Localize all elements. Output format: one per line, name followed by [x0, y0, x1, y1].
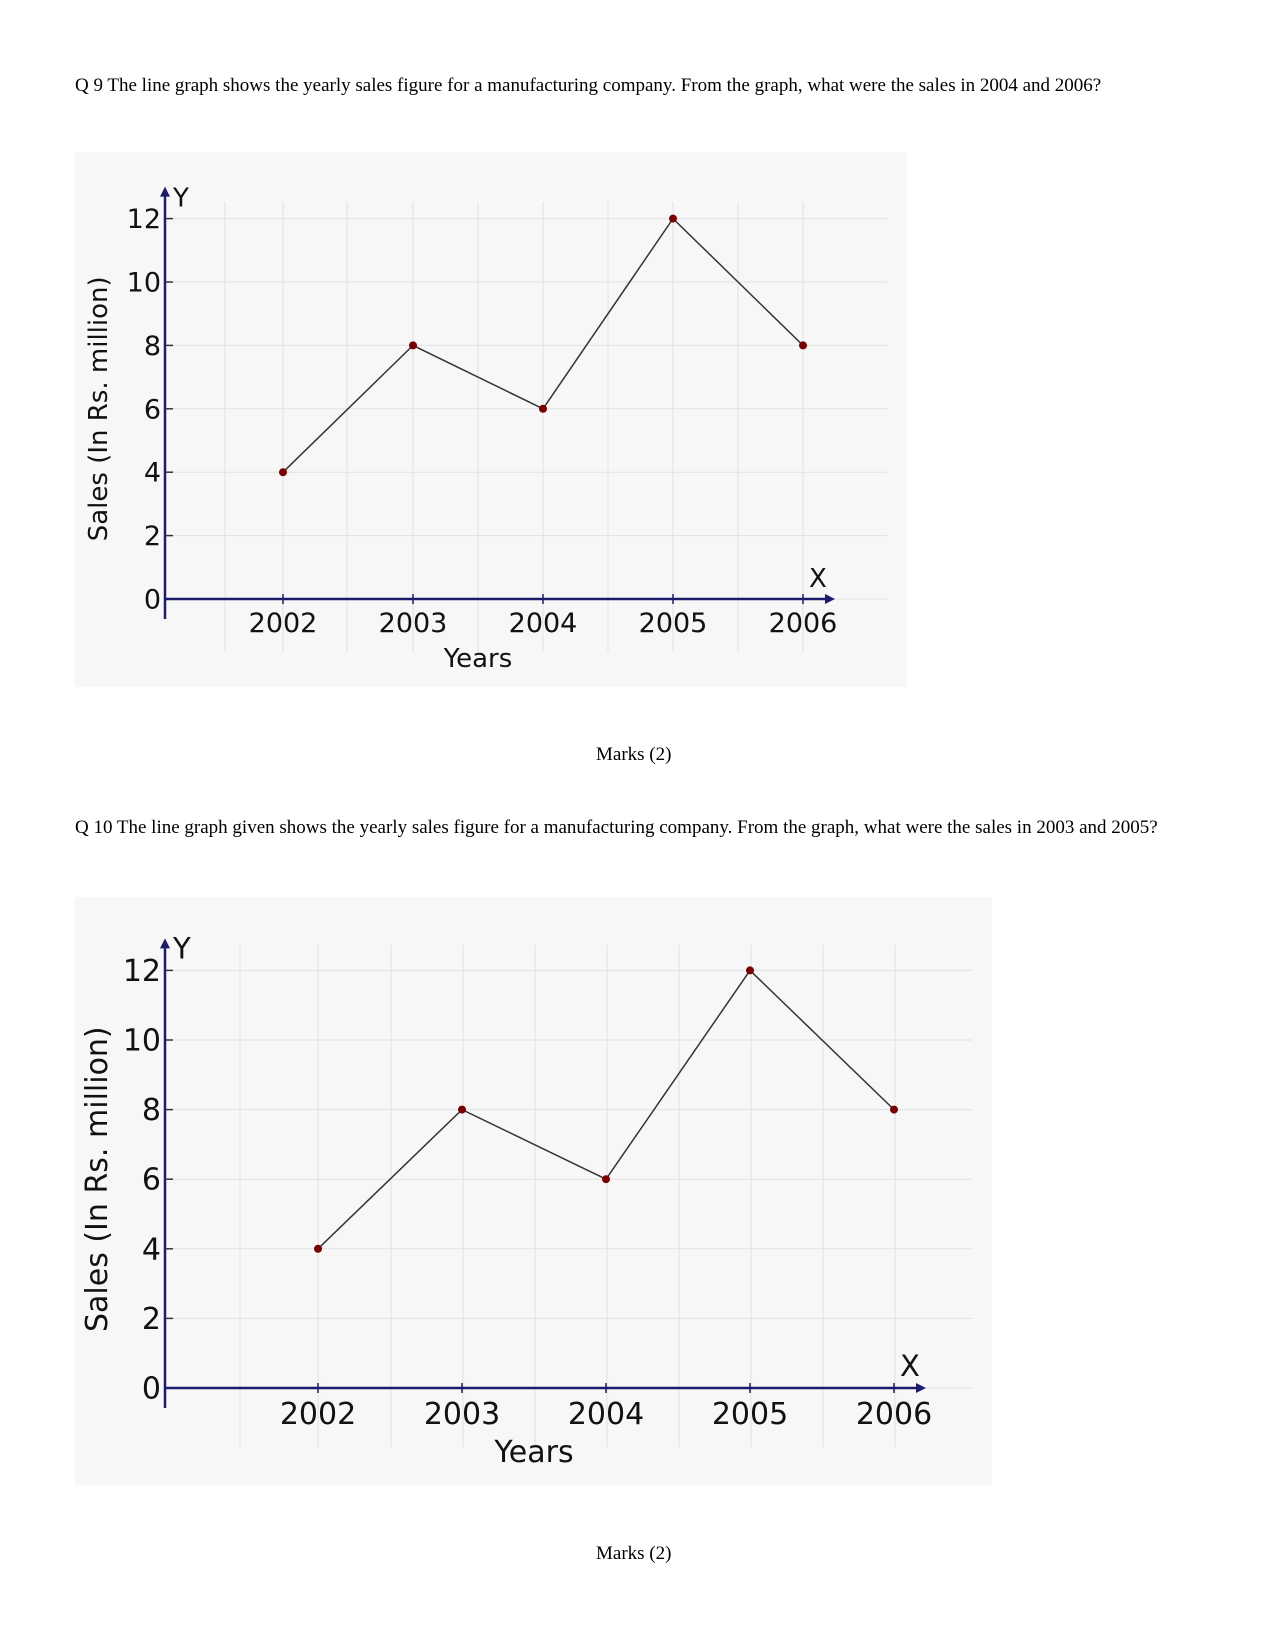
- y-tick-label: 8: [144, 331, 161, 362]
- data-point: [602, 1175, 610, 1184]
- y-tick-label: 6: [144, 394, 161, 425]
- data-point: [669, 214, 677, 223]
- data-point: [279, 468, 287, 477]
- y-tick-label: 0: [144, 584, 161, 615]
- data-point: [539, 404, 547, 413]
- x-axis-title: Years: [443, 644, 513, 674]
- x-axis-arrow: [825, 594, 835, 604]
- data-point: [458, 1105, 466, 1114]
- y-tick-label: 0: [142, 1372, 161, 1407]
- x-axis-title: Years: [493, 1435, 573, 1470]
- x-axis-arrow: [916, 1383, 926, 1393]
- data-point: [799, 341, 807, 350]
- x-tick-label: 2004: [568, 1397, 644, 1432]
- sales-line-chart-q10: 0 2 4 6 8 10 12 2002 2003 2004 2005 2006 Y X Years Sale…: [75, 897, 992, 1485]
- x-tick-label: 2006: [856, 1397, 932, 1432]
- y-axis-title: Sales (In Rs. million): [80, 1026, 115, 1332]
- x-tick-label: 2005: [712, 1397, 788, 1432]
- y-tick-label: 10: [127, 267, 161, 298]
- y-tick-label: 8: [142, 1093, 161, 1128]
- y-tick-label: 12: [127, 204, 161, 235]
- data-point: [746, 966, 754, 975]
- y-axis-title: Sales (In Rs. million): [84, 276, 114, 541]
- x-axis-letter: X: [809, 564, 827, 594]
- question-9-text: Q 9 The line graph shows the yearly sale…: [75, 75, 1102, 96]
- x-tick-label: 2006: [769, 608, 838, 639]
- x-tick-label: 2004: [509, 608, 578, 639]
- y-tick-label: 12: [123, 954, 161, 989]
- marks-label-q9: Marks (2): [596, 744, 672, 765]
- data-point: [314, 1244, 322, 1253]
- y-tick-label: 2: [142, 1302, 161, 1337]
- x-tick-label: 2003: [379, 608, 448, 639]
- y-axis-arrow: [160, 938, 170, 949]
- x-tick-label: 2002: [280, 1397, 356, 1432]
- y-axis-letter: Y: [172, 184, 189, 214]
- y-tick-label: 4: [142, 1232, 161, 1267]
- y-tick-label: 6: [142, 1163, 161, 1198]
- grid: [165, 945, 972, 1447]
- marks-label-q10: Marks (2): [596, 1543, 672, 1564]
- x-tick-label: 2002: [249, 608, 318, 639]
- x-axis-letter: X: [900, 1349, 920, 1383]
- question-10-text: Q 10 The line graph given shows the year…: [75, 817, 1158, 838]
- y-tick-label: 4: [144, 458, 161, 489]
- x-tick-label: 2005: [639, 608, 708, 639]
- data-point: [890, 1105, 898, 1114]
- grid: [165, 202, 887, 652]
- data-point: [409, 341, 417, 350]
- x-tick-label: 2003: [424, 1397, 500, 1432]
- y-axis-letter: Y: [172, 931, 191, 965]
- y-axis-arrow: [160, 186, 170, 197]
- sales-line-chart-q9: 0 2 4 6 8 10 12 2002 2003 2004 2005 2006 Y X Years Sale…: [75, 152, 907, 687]
- y-tick-label: 2: [144, 521, 161, 552]
- y-tick-label: 10: [123, 1024, 161, 1059]
